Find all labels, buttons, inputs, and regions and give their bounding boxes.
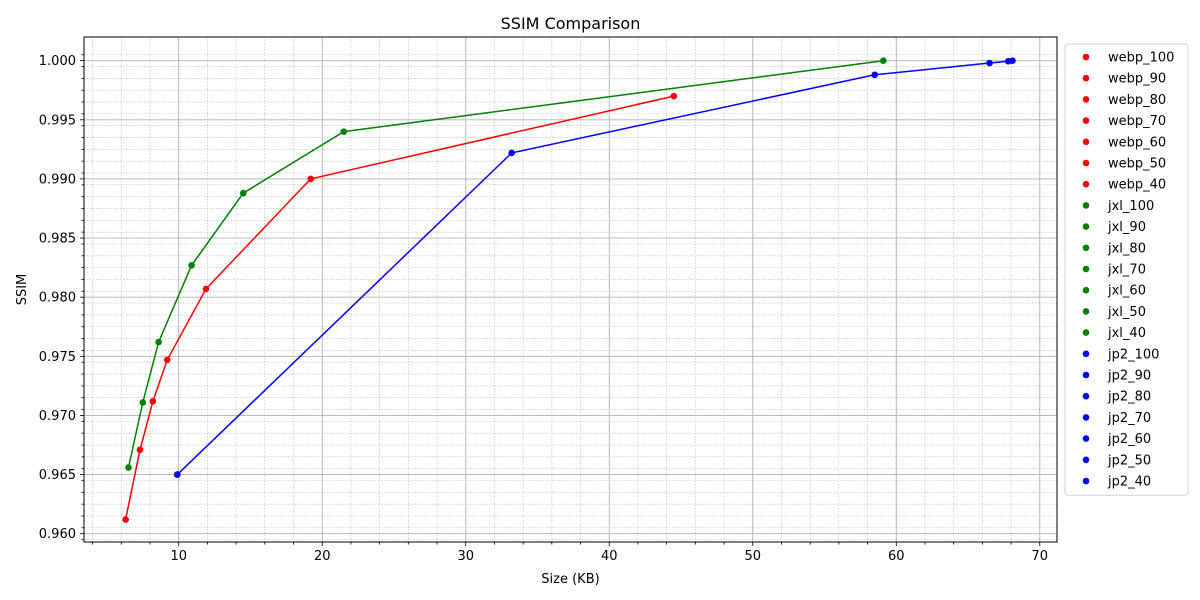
legend-marker	[1082, 138, 1090, 146]
data-point-jp2-40	[173, 471, 181, 478]
legend-marker	[1082, 350, 1090, 358]
x-tick-label: 40	[601, 549, 618, 564]
x-tick-label: 10	[170, 549, 187, 564]
legend-marker	[1082, 180, 1090, 188]
legend-marker	[1082, 435, 1090, 442]
legend-label: webp_100	[1108, 51, 1174, 66]
x-tick-label: 20	[314, 549, 331, 564]
data-point-jxl-80	[239, 189, 247, 197]
legend-marker	[1082, 96, 1090, 103]
major-grid	[84, 37, 1057, 542]
legend-label: jxl_70	[1107, 263, 1146, 278]
plot-frame	[83, 36, 1058, 543]
y-tick-label: 0.985	[39, 232, 76, 247]
legend-marker	[1082, 329, 1090, 336]
y-axis-label: SSIM	[15, 274, 30, 306]
data-point-jxl-70	[188, 261, 195, 269]
x-tick-label: 70	[1032, 549, 1049, 564]
legend-marker	[1082, 202, 1090, 209]
legend-label: jp2_70	[1107, 411, 1151, 426]
legend-label: jp2_80	[1107, 390, 1151, 405]
legend-marker	[1082, 477, 1090, 485]
minor-grid	[84, 37, 1057, 542]
legend-label: jxl_80	[1107, 241, 1146, 256]
legend-marker	[1082, 414, 1090, 421]
legend-label: jp2_50	[1107, 453, 1151, 468]
legend-marker	[1082, 117, 1090, 124]
data-point-jp2-60	[508, 149, 515, 157]
legend-label: jxl_90	[1107, 220, 1146, 235]
data-point-jp2-90	[1004, 57, 1012, 65]
y-axis-ticks: 0.960 0.965 0.970 0.975 0.980 0.985 0.990 0.995…	[39, 54, 84, 542]
legend-label: jxl_100	[1107, 199, 1154, 214]
legend-label: webp_50	[1108, 157, 1166, 172]
data-point-jp2-70	[871, 71, 879, 79]
legend-marker	[1082, 392, 1090, 400]
y-tick-label: 0.965	[39, 468, 76, 483]
x-tick-label: 30	[457, 549, 474, 564]
legend-label: jp2_90	[1107, 369, 1151, 384]
y-tick-label: 0.990	[39, 172, 76, 187]
x-axis-label: Size (KB)	[541, 572, 599, 587]
data-point-webp-60	[149, 397, 157, 405]
legend-label: jxl_50	[1107, 305, 1146, 320]
legend-label: webp_80	[1108, 93, 1166, 108]
data-point-webp-90	[307, 175, 315, 183]
data-point-webp-50	[136, 446, 144, 454]
x-tick-label: 60	[888, 549, 905, 564]
data-point-webp-80	[202, 285, 210, 293]
y-tick-label: 1.000	[39, 54, 76, 69]
legend-label: jp2_100	[1107, 347, 1159, 362]
legend-label: webp_70	[1108, 114, 1166, 129]
y-tick-label: 0.975	[39, 350, 76, 365]
x-axis-ticks: 10 20 30 40 50 60 70	[92, 542, 1049, 564]
legend-marker	[1082, 265, 1090, 273]
legend-marker	[1082, 159, 1090, 167]
y-tick-label: 0.960	[39, 527, 76, 542]
legend-label: jxl_40	[1107, 326, 1146, 341]
data-point-webp-100	[670, 92, 678, 100]
data-point-jxl-60	[155, 338, 162, 346]
legend-label: webp_60	[1108, 135, 1166, 150]
data-point-webp-40	[122, 516, 129, 523]
data-point-webp-70	[163, 356, 171, 364]
data-point-jxl-90	[340, 128, 348, 135]
legend-label: webp_40	[1108, 178, 1166, 193]
legend-marker	[1082, 456, 1090, 464]
legend-label: jp2_60	[1107, 432, 1151, 447]
legend-label: webp_90	[1108, 72, 1166, 87]
chart-title: SSIM Comparison	[501, 14, 641, 33]
legend-marker	[1082, 74, 1090, 82]
data-point-jxl-50	[139, 399, 147, 406]
legend-marker	[1082, 244, 1090, 252]
legend: webp_100 webp_90 webp_80 webp_70 webp_60webp…	[1064, 43, 1189, 496]
y-tick-label: 0.980	[39, 291, 76, 306]
legend-box	[1064, 43, 1189, 496]
series-points	[122, 57, 1016, 523]
legend-marker	[1082, 308, 1090, 315]
data-point-jxl-100	[880, 57, 887, 64]
data-point-jxl-40	[125, 464, 132, 471]
legend-marker	[1082, 286, 1090, 294]
legend-marker	[1082, 53, 1090, 61]
x-tick-label: 50	[744, 549, 761, 564]
data-point-jp2-80	[986, 59, 993, 67]
y-tick-label: 0.970	[39, 409, 76, 424]
legend-label: jp2_40	[1107, 475, 1151, 490]
y-tick-label: 0.995	[39, 113, 76, 128]
legend-marker	[1082, 223, 1090, 230]
legend-marker	[1082, 371, 1090, 379]
legend-label: jxl_60	[1107, 284, 1146, 299]
